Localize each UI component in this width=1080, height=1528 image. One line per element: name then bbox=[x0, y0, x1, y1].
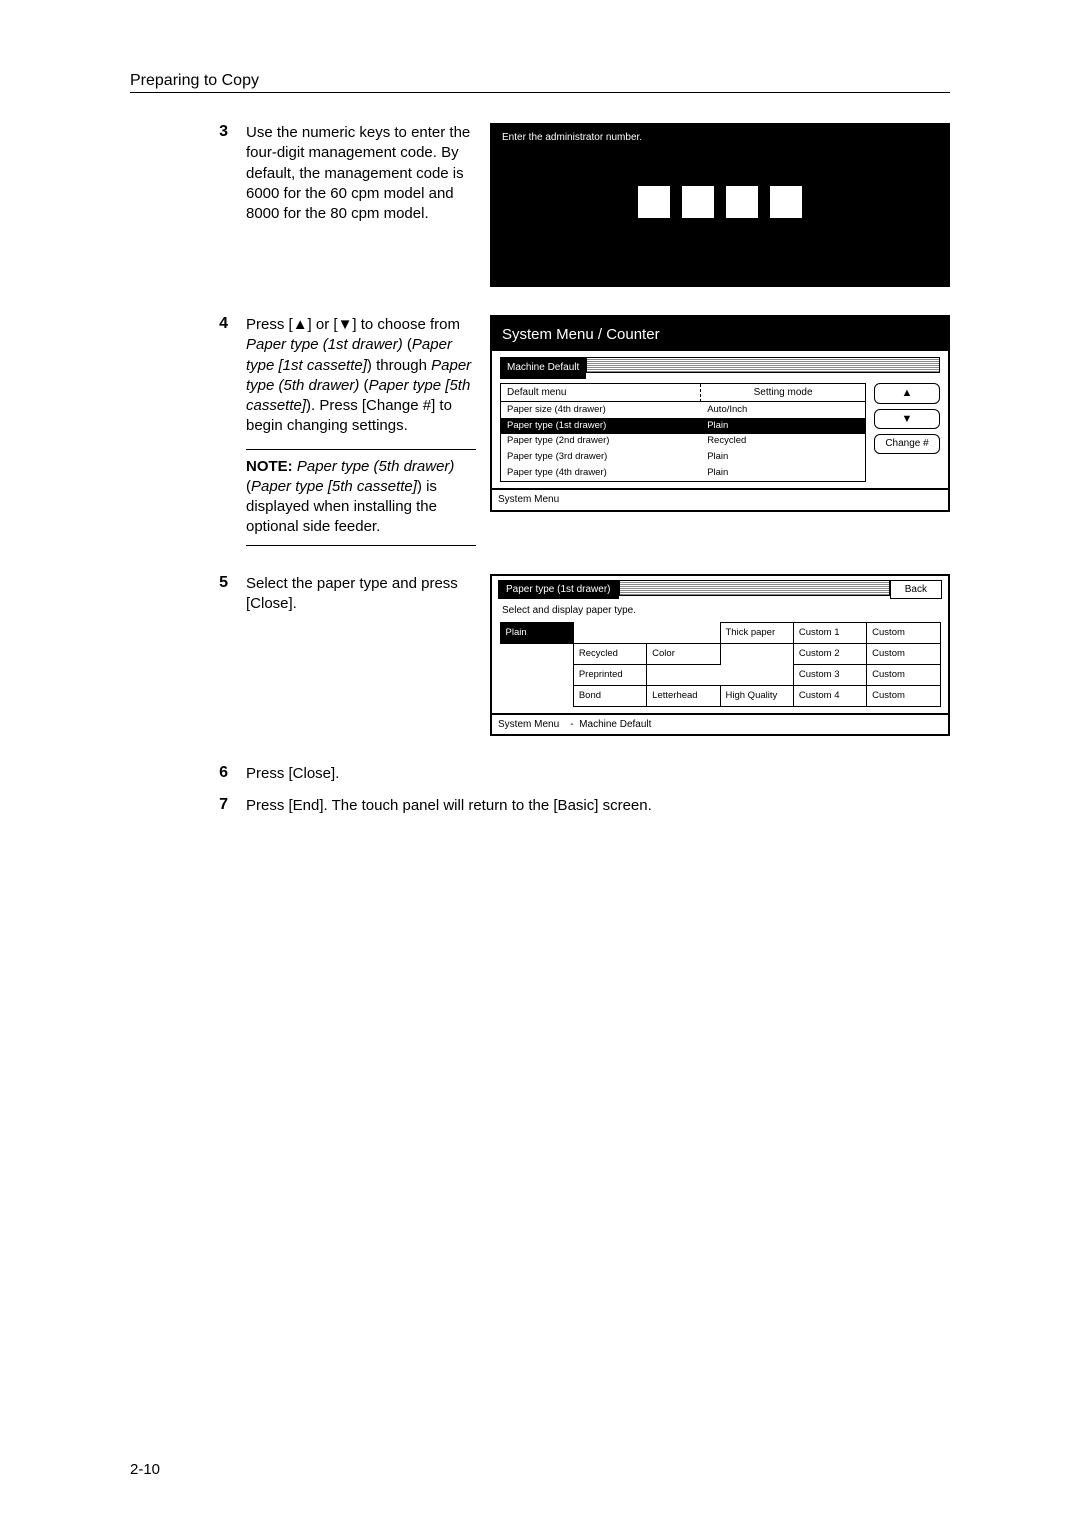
step-3: 3 Use the numeric keys to enter the four… bbox=[130, 123, 950, 287]
step-text: Press [Close]. bbox=[246, 764, 950, 784]
step-number: 3 bbox=[200, 123, 228, 141]
admin-panel: Enter the administrator number. bbox=[490, 123, 950, 287]
empty-cell bbox=[720, 643, 794, 665]
empty-cell bbox=[646, 664, 720, 686]
paper-type-option[interactable]: Custom bbox=[866, 622, 940, 644]
tab-filler bbox=[586, 357, 940, 373]
paper-type-option[interactable]: Custom 3 bbox=[793, 664, 867, 686]
empty-cell bbox=[500, 643, 574, 665]
paper-type-option[interactable]: Color bbox=[646, 643, 720, 665]
down-button[interactable]: ▼ bbox=[874, 409, 940, 430]
paper-type-option[interactable]: Custom bbox=[866, 664, 940, 686]
empty-cell bbox=[500, 664, 574, 686]
step-7: 7 Press [End]. The touch panel will retu… bbox=[130, 796, 950, 816]
step-number: 4 bbox=[200, 315, 228, 333]
machine-default-tab[interactable]: Machine Default bbox=[500, 357, 586, 379]
section-title: Preparing to Copy bbox=[130, 72, 950, 90]
config-row[interactable]: Paper size (4th drawer)Auto/Inch bbox=[501, 402, 865, 418]
pin-digit[interactable] bbox=[725, 185, 759, 219]
config-row-selected[interactable]: Paper type (1st drawer)Plain bbox=[501, 418, 865, 434]
step-text: Press [End]. The touch panel will return… bbox=[246, 796, 950, 816]
change-button[interactable]: Change # bbox=[874, 434, 940, 454]
admin-prompt: Enter the administrator number. bbox=[502, 131, 938, 145]
empty-cell bbox=[720, 664, 794, 686]
paper-type-grid: Plain Thick paper Custom 1 Custom Recycl… bbox=[492, 623, 948, 713]
paper-type-option[interactable]: Custom bbox=[866, 685, 940, 707]
machine-default-tab-row: Machine Default bbox=[500, 357, 940, 379]
paper-type-option[interactable]: Custom bbox=[866, 643, 940, 665]
back-button[interactable]: Back bbox=[890, 580, 942, 600]
step-4: 4 Press [▲] or [▼] to choose from Paper … bbox=[130, 315, 950, 546]
step-text: Use the numeric keys to enter the four-d… bbox=[246, 123, 476, 287]
step-text: Select the paper type and press [Close]. bbox=[246, 574, 476, 737]
paper-type-option[interactable]: High Quality bbox=[720, 685, 794, 707]
system-menu-panel: System Menu / Counter Machine Default De… bbox=[490, 315, 950, 512]
step-text: Press [▲] or [▼] to choose from Paper ty… bbox=[246, 315, 476, 437]
config-table: Default menu Setting mode Paper size (4t… bbox=[500, 383, 866, 483]
config-row[interactable]: Paper type (3rd drawer)Plain bbox=[501, 450, 865, 466]
step-number: 5 bbox=[200, 574, 228, 592]
pin-digit[interactable] bbox=[637, 185, 671, 219]
paper-type-panel: Paper type (1st drawer) Back Select and … bbox=[490, 574, 950, 737]
paper-type-tab[interactable]: Paper type (1st drawer) bbox=[498, 580, 619, 600]
step-number: 6 bbox=[200, 764, 228, 782]
note-block: NOTE: Paper type (5th drawer) (Paper typ… bbox=[246, 449, 476, 546]
col-header: Default menu bbox=[501, 384, 701, 403]
pin-digit[interactable] bbox=[769, 185, 803, 219]
step-number: 7 bbox=[200, 796, 228, 814]
paper-type-option[interactable]: Custom 4 bbox=[793, 685, 867, 707]
page-number: 2-10 bbox=[130, 1461, 160, 1478]
pin-digit[interactable] bbox=[681, 185, 715, 219]
config-row[interactable]: Paper type (4th drawer)Plain bbox=[501, 466, 865, 482]
step-5: 5 Select the paper type and press [Close… bbox=[130, 574, 950, 737]
system-menu-title: System Menu / Counter bbox=[492, 317, 948, 351]
step-6: 6 Press [Close]. bbox=[130, 764, 950, 784]
config-row[interactable]: Paper type (2nd drawer)Recycled bbox=[501, 434, 865, 450]
breadcrumb: System Menu - Machine Default bbox=[492, 713, 948, 735]
paper-type-option[interactable]: Thick paper bbox=[720, 622, 794, 644]
col-header: Setting mode bbox=[701, 384, 865, 403]
empty-cell bbox=[573, 622, 647, 644]
paper-type-option-selected[interactable]: Plain bbox=[500, 622, 574, 644]
paper-type-option[interactable]: Preprinted bbox=[573, 664, 647, 686]
paper-type-option[interactable]: Letterhead bbox=[646, 685, 720, 707]
paper-type-option[interactable]: Custom 2 bbox=[793, 643, 867, 665]
up-button[interactable]: ▲ bbox=[874, 383, 940, 404]
breadcrumb: System Menu bbox=[492, 488, 948, 510]
paper-type-option[interactable]: Recycled bbox=[573, 643, 647, 665]
pin-boxes bbox=[502, 185, 938, 219]
empty-cell bbox=[500, 685, 574, 707]
paper-type-option[interactable]: Bond bbox=[573, 685, 647, 707]
title-rule bbox=[130, 92, 950, 93]
paper-type-option[interactable]: Custom 1 bbox=[793, 622, 867, 644]
paper-subtext: Select and display paper type. bbox=[492, 599, 948, 623]
empty-cell bbox=[646, 622, 720, 644]
tab-filler bbox=[619, 580, 890, 596]
